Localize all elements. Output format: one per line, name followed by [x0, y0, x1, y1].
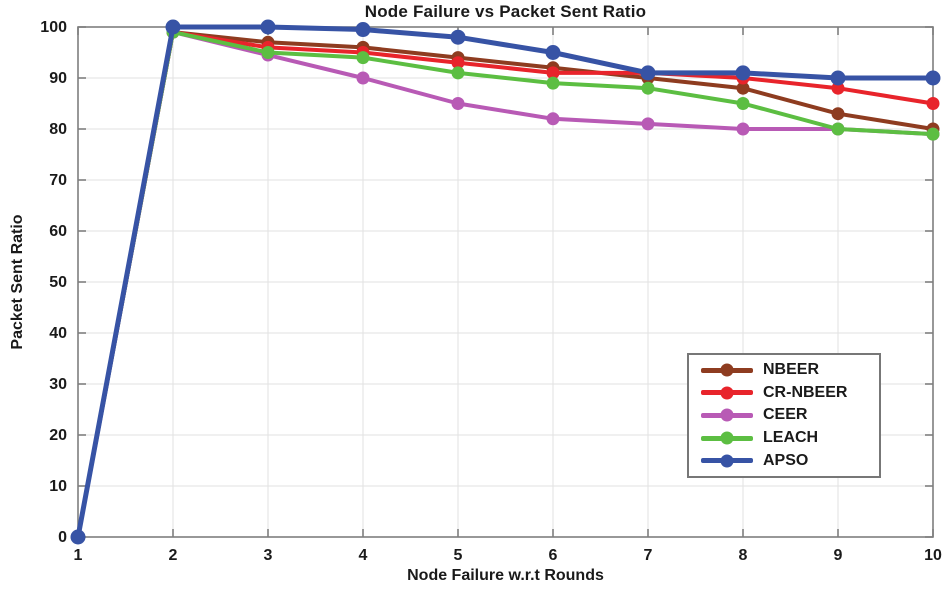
data-point-leach: [641, 81, 655, 95]
data-point-apso: [830, 70, 846, 86]
data-point-ceer: [451, 97, 465, 110]
x-tick-label: 6: [549, 547, 558, 564]
legend-item-leach: LEACH: [701, 427, 879, 449]
x-tick-labels: 1 2 3 4 5 6 7 8 9 10: [74, 547, 942, 564]
data-point-apso: [545, 45, 561, 60]
data-point-apso: [735, 65, 751, 81]
legend-marker-leach: [720, 431, 734, 445]
series-line-apso: [75, 24, 936, 540]
x-tick-label: 9: [834, 547, 843, 564]
data-point-leach: [356, 51, 370, 65]
y-tick-label: 50: [49, 274, 67, 291]
data-point-cr-nbeer: [926, 97, 940, 110]
data-point-apso: [640, 65, 656, 81]
legend-item-nbeer: NBEER: [701, 359, 879, 381]
legend-label-cr-nbeer: CR-NBEER: [763, 383, 848, 401]
legend-label-nbeer: NBEER: [763, 361, 820, 379]
data-point-leach: [831, 122, 845, 136]
data-point-ceer: [356, 71, 370, 85]
legend-line-sample-nbeer: [701, 363, 753, 377]
y-tick-label: 0: [58, 529, 67, 546]
legend-line-sample-cr-nbeer: [701, 386, 753, 400]
x-tick-label: 4: [359, 547, 368, 564]
data-point-leach: [736, 97, 750, 110]
data-point-leach: [926, 127, 940, 141]
legend-line-sample-apso: [701, 454, 753, 468]
data-point-cr-nbeer: [546, 66, 560, 80]
legend: NBEER CR-NBEER CEER LEACH APSO: [687, 353, 881, 478]
data-point-nbeer: [736, 81, 750, 95]
data-point-ceer: [641, 117, 655, 131]
x-tick-label: 7: [644, 547, 653, 564]
y-tick-label: 20: [49, 427, 67, 444]
series-line-leach: [76, 30, 935, 539]
data-point-apso: [70, 529, 86, 545]
x-axis-label: Node Failure w.r.t Rounds: [407, 567, 604, 584]
legend-line-sample-leach: [701, 431, 753, 445]
chart-title: Node Failure vs Packet Sent Ratio: [364, 2, 647, 21]
data-point-ceer: [546, 112, 560, 126]
x-tick-label: 10: [924, 547, 942, 564]
legend-item-cr-nbeer: CR-NBEER: [701, 382, 879, 404]
y-tick-label: 40: [49, 325, 67, 342]
legend-marker-nbeer: [720, 363, 734, 377]
y-tick-label: 80: [49, 121, 67, 138]
data-point-apso: [165, 19, 181, 35]
x-tick-label: 5: [454, 547, 463, 564]
x-tick-label: 1: [74, 547, 83, 564]
legend-line-sample-ceer: [701, 408, 753, 422]
y-tick-label: 30: [49, 376, 67, 393]
data-point-apso: [355, 22, 371, 38]
series-line-nbeer: [76, 30, 935, 539]
y-tick-label: 10: [49, 478, 67, 495]
data-point-apso: [260, 19, 276, 35]
data-point-cr-nbeer: [831, 81, 845, 95]
series-apso: [70, 19, 941, 545]
legend-marker-apso: [720, 454, 734, 468]
y-tick-labels: 0 10 20 30 40 50 60 70 80 90 100: [40, 19, 67, 546]
legend-label-apso: APSO: [763, 451, 809, 469]
y-tick-label: 70: [49, 172, 67, 189]
legend-marker-ceer: [720, 408, 734, 422]
y-axis-label: Packet Sent Ratio: [9, 214, 26, 350]
series-line-cr-nbeer: [76, 30, 935, 539]
data-point-cr-nbeer: [451, 56, 465, 70]
y-tick-label: 100: [40, 19, 67, 36]
legend-item-apso: APSO: [701, 450, 879, 472]
data-point-leach: [451, 66, 465, 80]
x-tick-label: 2: [169, 547, 178, 564]
data-point-leach: [546, 76, 560, 90]
legend-label-leach: LEACH: [763, 429, 819, 447]
legend-marker-cr-nbeer: [720, 386, 734, 400]
data-point-nbeer: [831, 107, 845, 121]
legend-label-ceer: CEER: [763, 406, 808, 424]
legend-item-ceer: CEER: [701, 404, 879, 426]
y-tick-label: 90: [49, 70, 67, 87]
data-point-leach: [261, 46, 275, 59]
x-tick-label: 3: [264, 547, 273, 564]
data-point-ceer: [736, 122, 750, 136]
x-tick-label: 8: [739, 547, 748, 564]
data-point-apso: [925, 70, 941, 86]
y-tick-label: 60: [49, 223, 67, 240]
data-point-apso: [450, 29, 466, 45]
series-leach: [71, 25, 940, 544]
